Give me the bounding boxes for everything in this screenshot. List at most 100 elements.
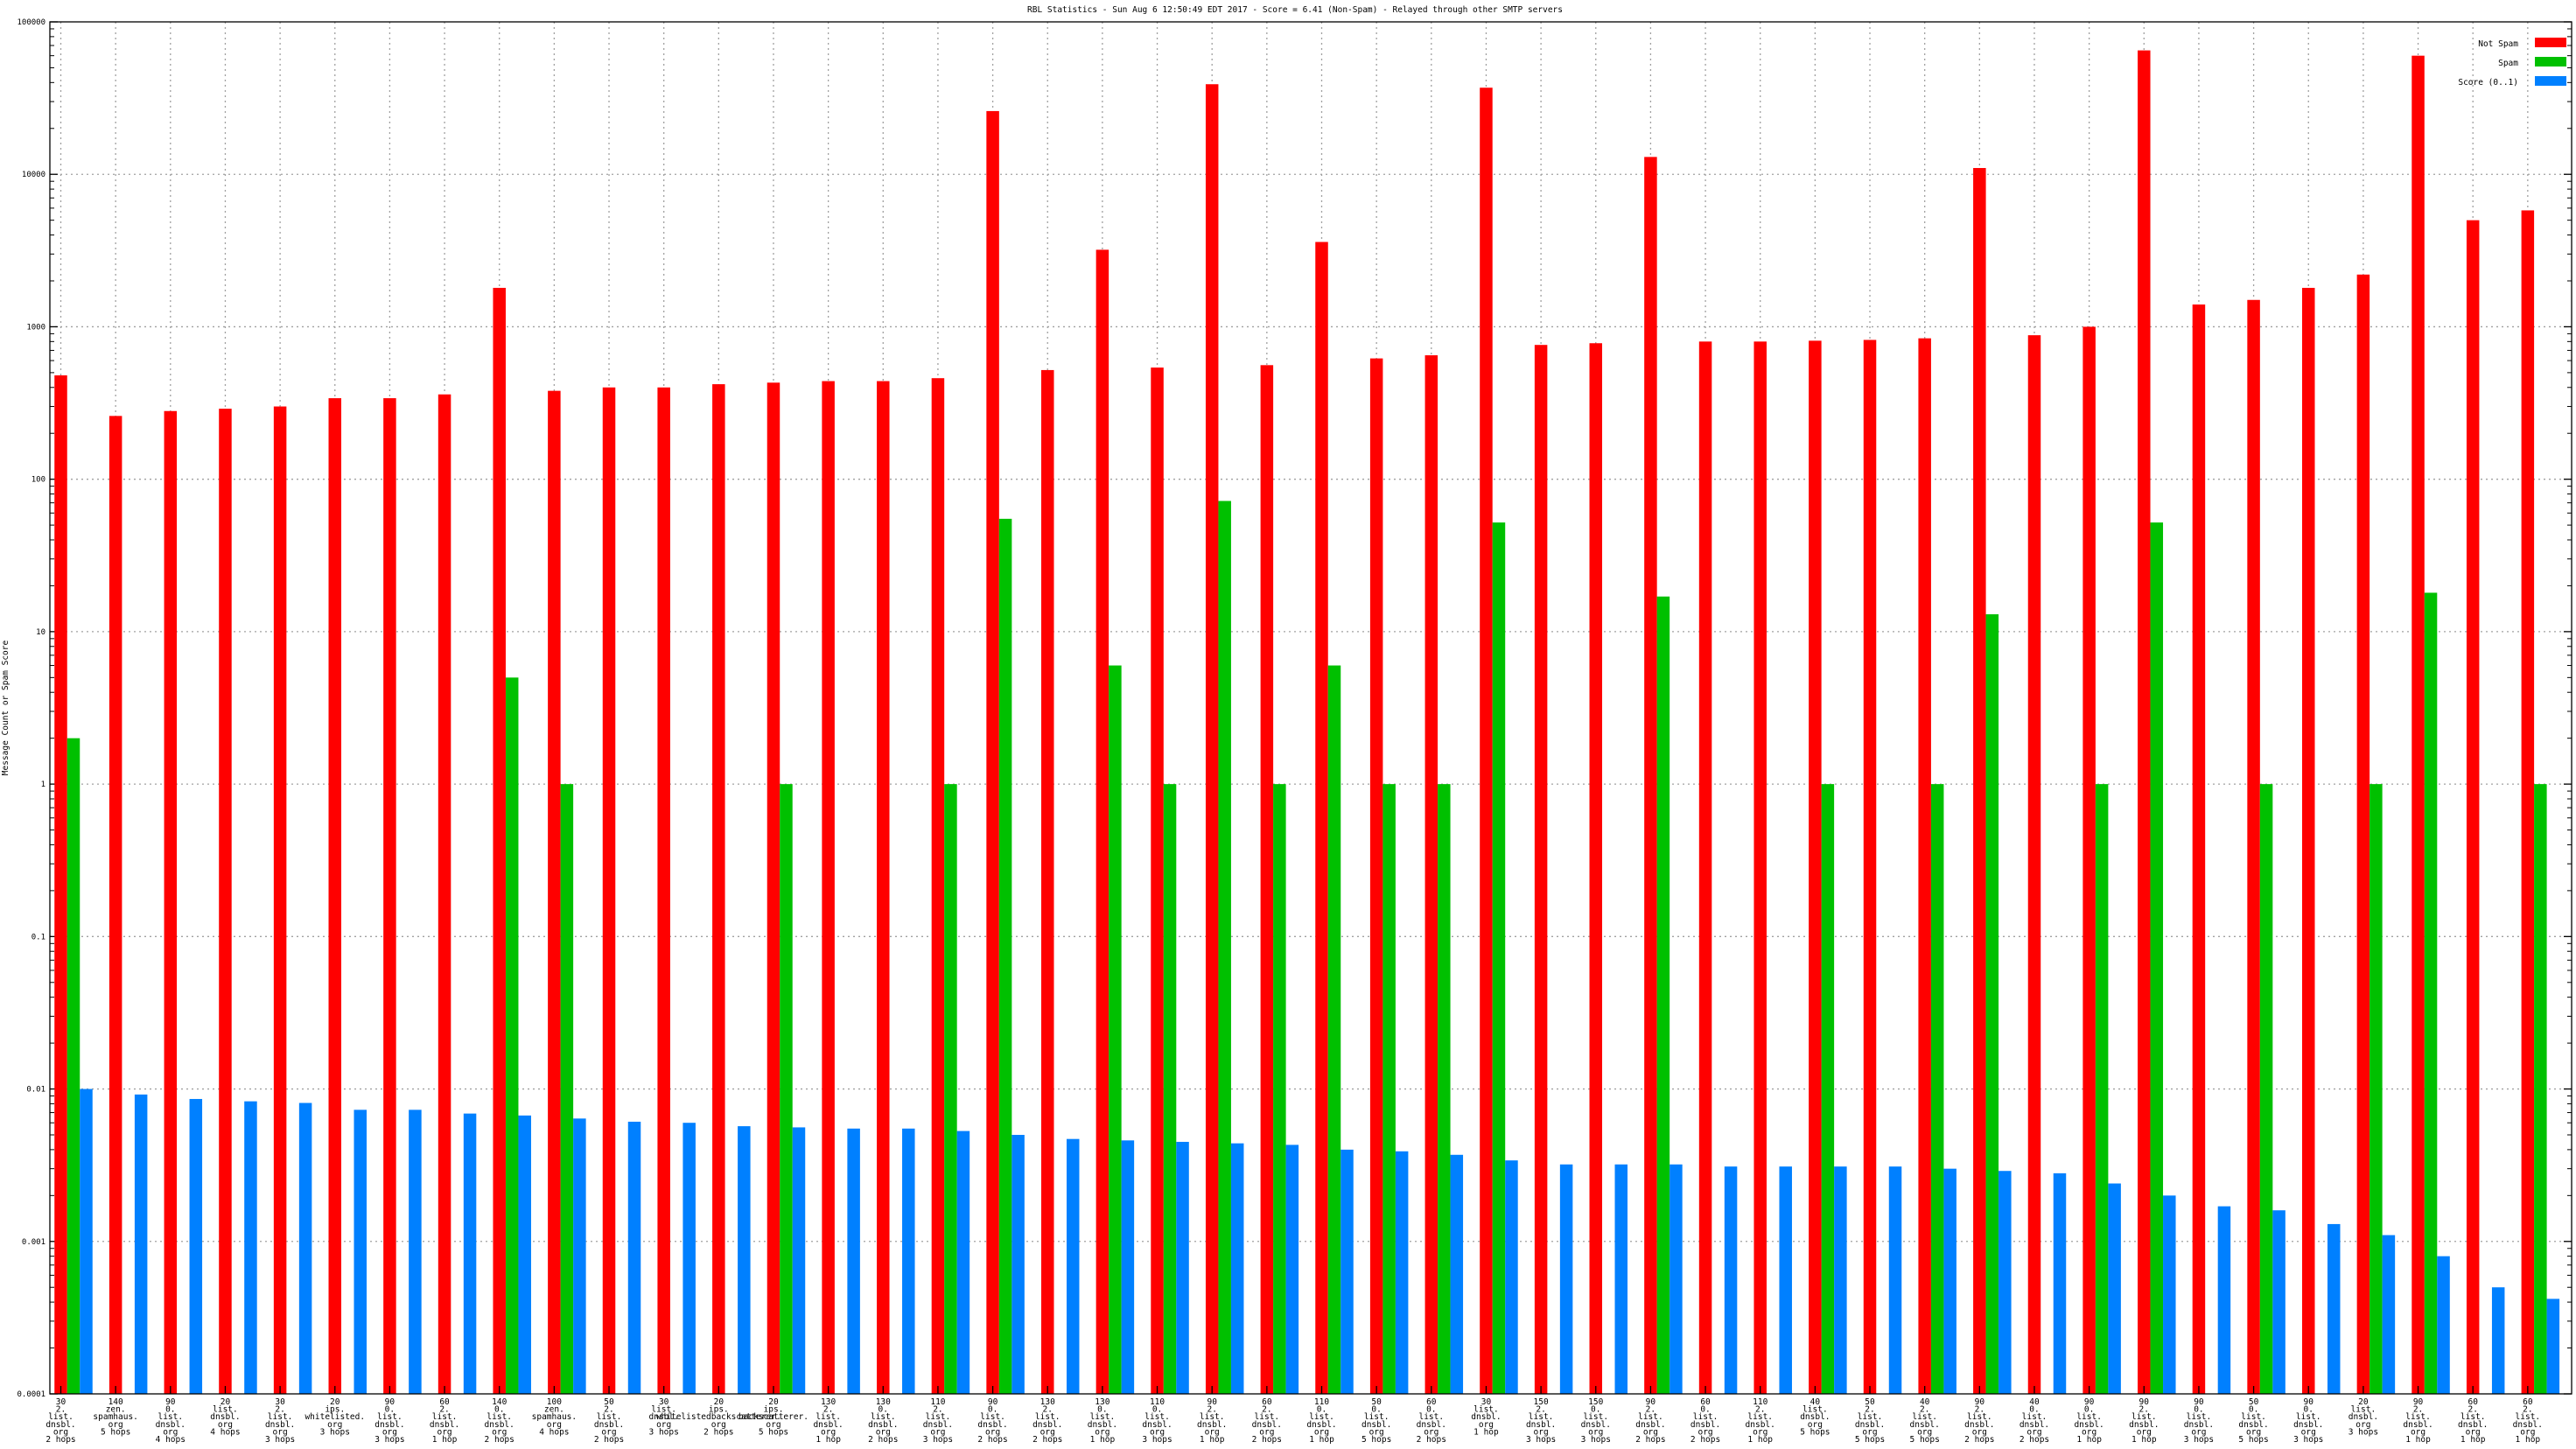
x-category-label: list. [1693,1412,1718,1422]
x-category-label: 5 hops [1800,1427,1830,1437]
x-category-label: 1 hop [816,1435,841,1445]
x-category-label: 2. [823,1405,833,1415]
bar-score-0-1 [1559,1164,1573,1394]
x-category-label: 150 [1534,1397,1549,1407]
x-category-label: list. [1090,1412,1116,1422]
bar-spam [1438,784,1451,1394]
x-category-label: 110 [1314,1397,1329,1407]
bar-score-0-1 [189,1098,203,1394]
bar-not-spam [1589,343,1603,1395]
x-category-label: 90 [2194,1397,2204,1407]
bar-score-0-1 [682,1123,696,1394]
x-category-label: 2 hops [1964,1435,1994,1445]
bar-not-spam [2247,299,2260,1395]
x-category-label: 0. [988,1405,998,1415]
x-category-label: org [1534,1427,1549,1437]
x-category-label: 2. [2139,1405,2149,1415]
bar-score-0-1 [1998,1171,2012,1394]
x-category-label: org [601,1427,616,1437]
bar-score-0-1 [1176,1141,1189,1394]
bar-score-0-1 [1779,1166,1792,1394]
x-category-label: list. [2132,1412,2157,1422]
y-tick-label: 1 [41,780,46,789]
x-category-label: 60 [439,1397,450,1407]
x-category-label: dnsbl. [1746,1420,1775,1430]
bar-spam [1821,784,1835,1394]
x-category-label: 90 [2084,1397,2095,1407]
x-category-label: list. [1364,1412,1390,1422]
x-category-label: 3 hops [2293,1435,2323,1445]
x-category-label: list. [2516,1412,2541,1422]
x-category-label: dnsbl. [1526,1420,1556,1430]
bar-score-0-1 [738,1126,751,1394]
bar-score-0-1 [1395,1151,1409,1394]
x-category-label: org [2356,1420,2370,1430]
y-axis-ticks: 0.0001 0.001 0.01 0.1 1 10 100 1000 10000 100000 [17,18,2572,1399]
x-category-label: org [1479,1420,1494,1430]
x-category-label: 1 hop [1090,1435,1116,1445]
x-category-label: 0. [2084,1405,2094,1415]
bar-not-spam [1369,358,1383,1395]
x-category-label: 110 [930,1397,945,1407]
bar-score-0-1 [354,1110,368,1394]
x-category-label: list. [1802,1405,1828,1415]
x-category-label: org [821,1427,836,1437]
bar-score-0-1 [1121,1140,1135,1394]
x-category-label: 20 [768,1397,779,1407]
x-category-label: backscatterer. [738,1412,808,1422]
bar-score-0-1 [847,1128,860,1394]
x-category-label: dnsbl. [649,1412,679,1422]
x-category-label: 60 [1426,1397,1437,1407]
bar-score-0-1 [2491,1287,2505,1394]
x-category-label: org [1698,1427,1712,1437]
bar-not-spam [1096,249,1110,1395]
x-category-label: org [1095,1427,1110,1437]
x-category-label: list. [1747,1412,1773,1422]
bar-spam [2259,784,2273,1394]
x-category-label: org [1972,1427,1987,1437]
x-category-label: 0. [2194,1405,2203,1415]
x-category-label: list. [2022,1412,2048,1422]
bar-not-spam [1040,369,1054,1394]
x-category-label: list. [1255,1412,1280,1422]
bar-not-spam [273,406,287,1395]
x-category-label: 0. [2249,1405,2258,1415]
x-category-label: org [437,1427,452,1437]
x-category-label: dnsbl. [1800,1412,1830,1422]
x-category-label: 1 hop [1200,1435,1225,1445]
x-category-label: zen. [544,1405,564,1415]
x-category-label: 0. [1371,1405,1381,1415]
x-category-label: 2. [439,1405,449,1415]
x-category-label: list. [2351,1405,2376,1415]
x-category-label: list. [926,1412,951,1422]
bar-not-spam [2138,50,2151,1395]
bar-score-0-1 [1340,1149,1354,1394]
x-category-label: 130 [1095,1397,1110,1407]
x-category-label: 5 hops [101,1427,130,1437]
x-category-label: dnsbl. [2074,1420,2104,1430]
x-category-label: org [547,1420,562,1430]
x-category-label: dnsbl. [594,1420,624,1430]
x-category-label: org [2411,1427,2426,1437]
x-category-label: list. [980,1412,1005,1422]
x-category-label: list. [1583,1412,1608,1422]
bar-spam [2095,784,2109,1394]
x-category-label: dnsbl. [1197,1420,1227,1430]
x-category-label: 2. [56,1405,66,1415]
x-category-label: spamhaus. [93,1412,137,1422]
x-category-label: 0. [385,1405,395,1415]
x-category-label: 2. [2468,1405,2477,1415]
x-category-label: whitelisted. [304,1412,365,1422]
x-category-label: list. [1309,1412,1334,1422]
bar-spam [1109,665,1122,1394]
x-category-label: 30 [659,1397,669,1407]
bar-not-spam [657,387,670,1395]
x-category-label: org [53,1427,68,1437]
x-category-label: list. [2296,1412,2321,1422]
x-category-label: org [108,1420,123,1430]
bar-spam [1656,596,1670,1394]
bar-not-spam [1973,168,1986,1394]
legend-label: Spam [2498,59,2518,68]
bar-not-spam [1424,355,1438,1395]
